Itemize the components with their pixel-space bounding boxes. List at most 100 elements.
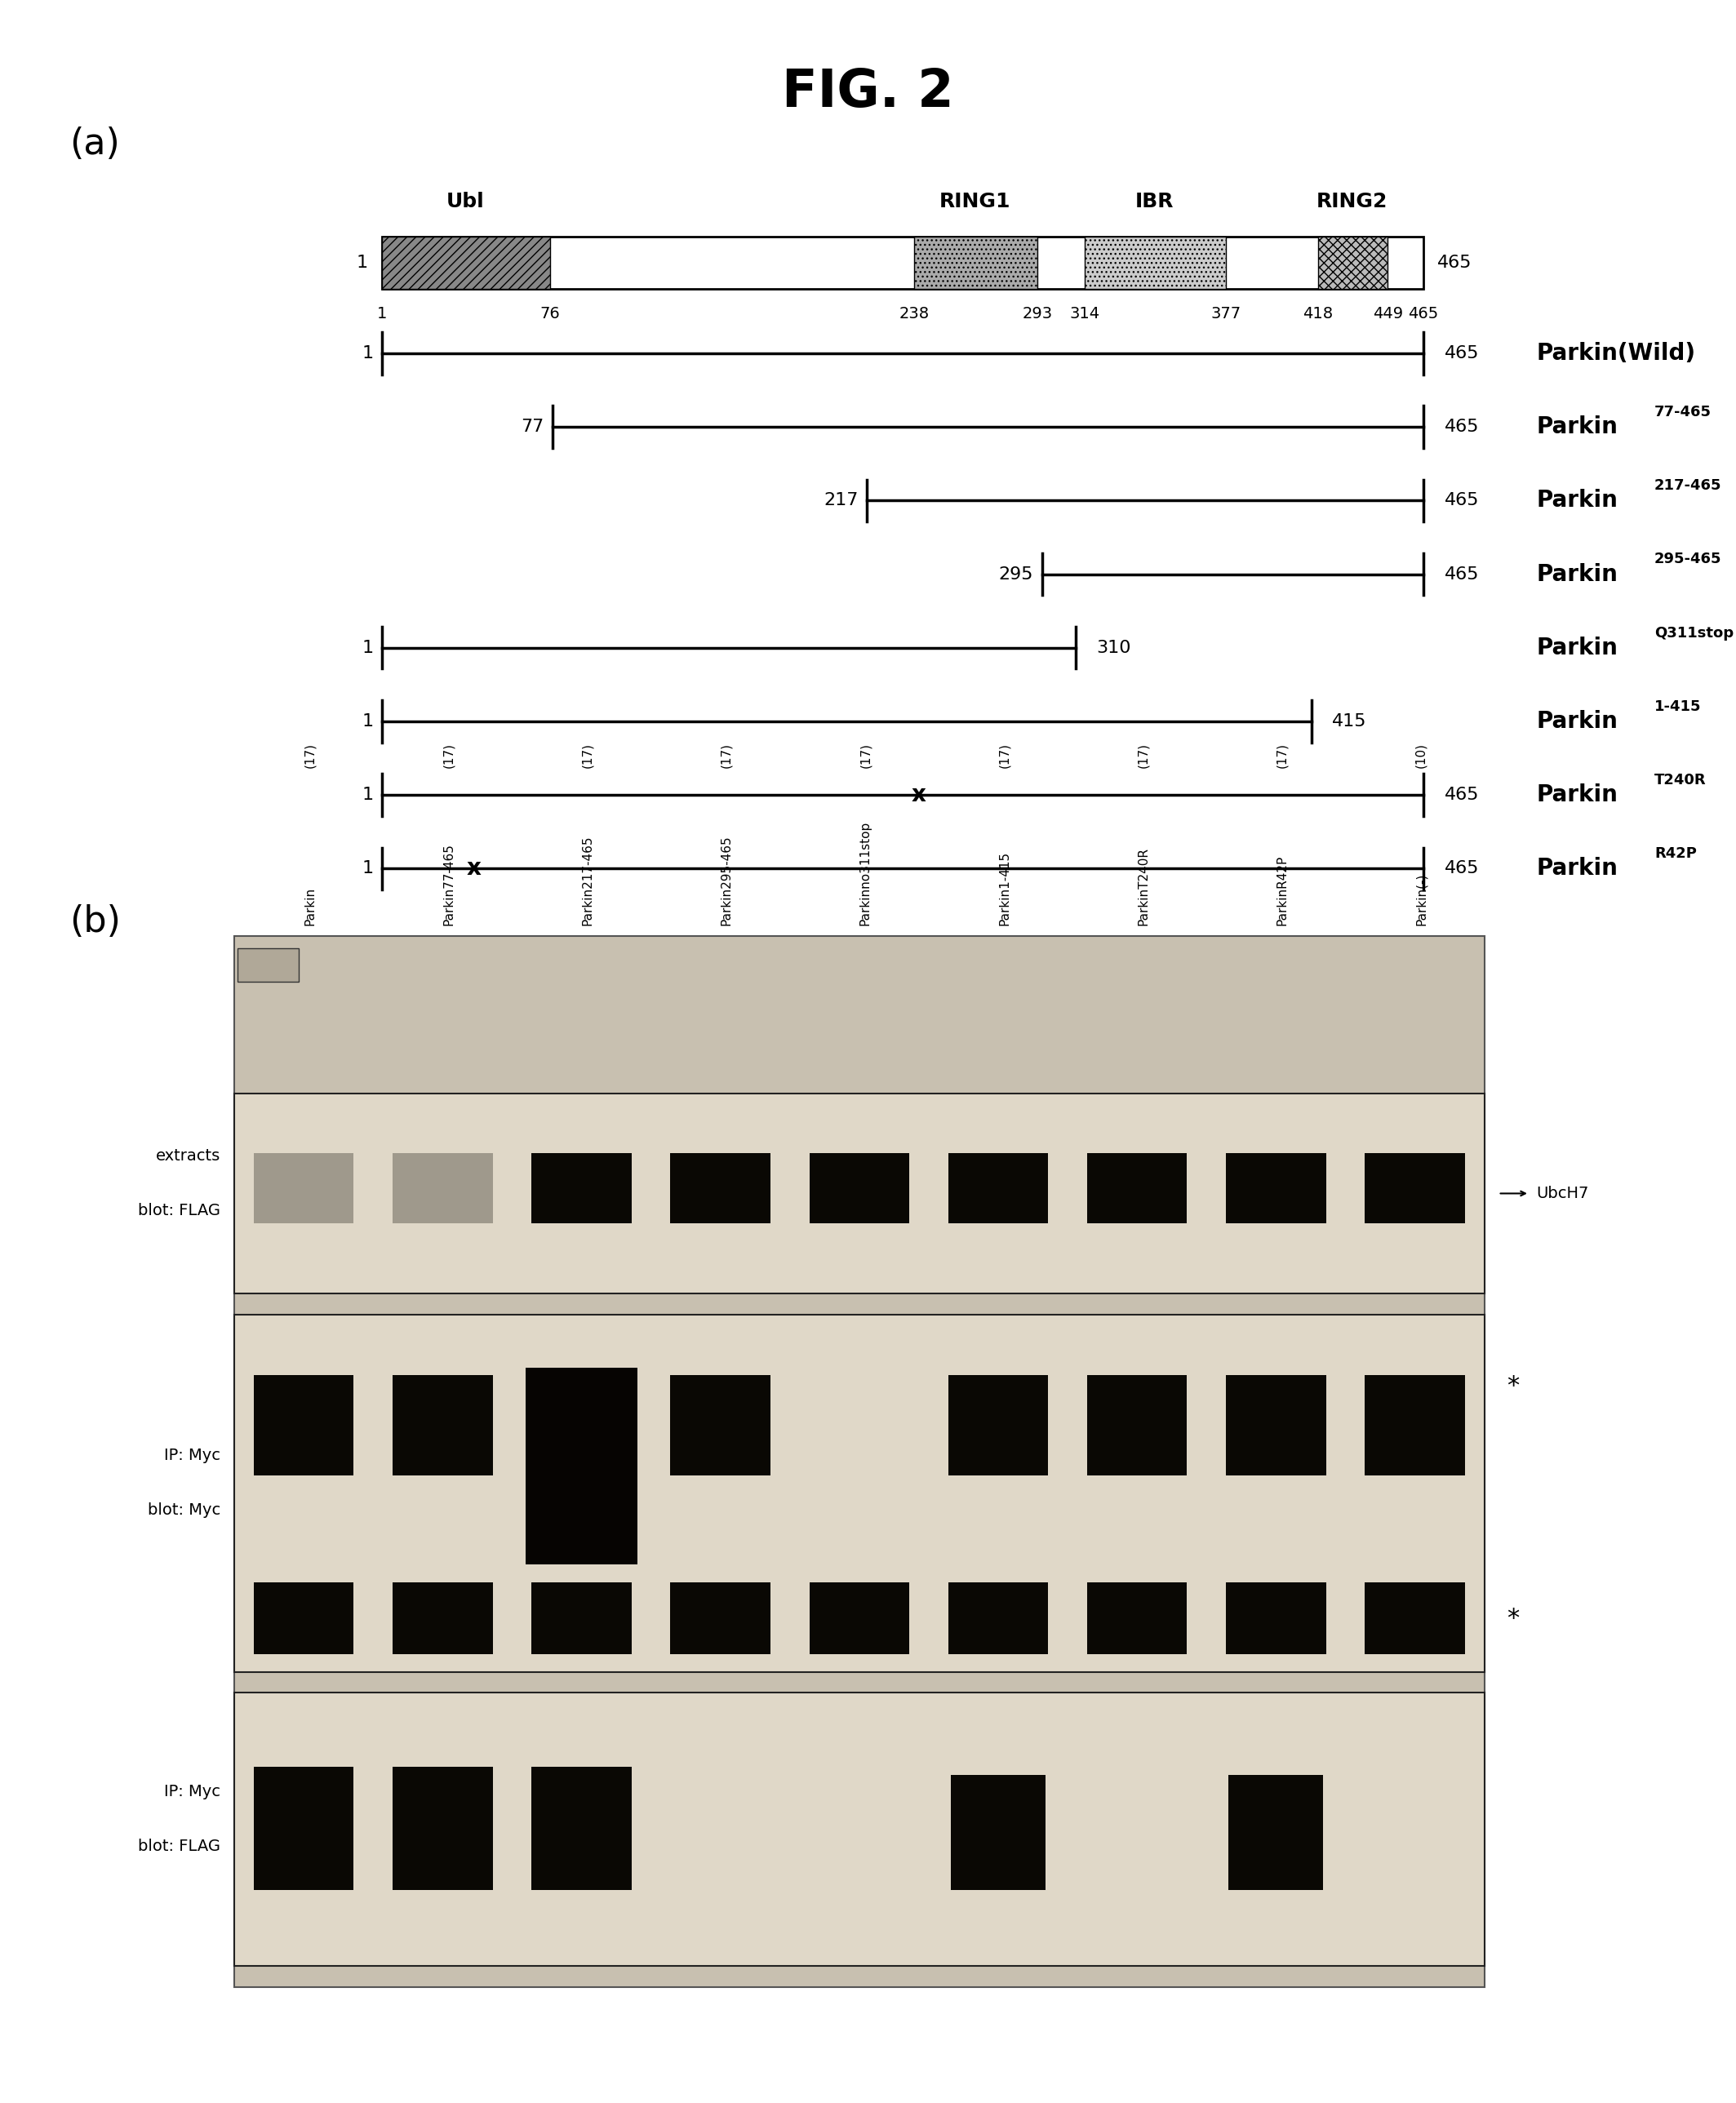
Text: (17): (17) bbox=[859, 742, 871, 768]
Text: 377: 377 bbox=[1210, 307, 1241, 322]
Bar bbox=[253, 1767, 354, 1891]
Text: Parkin(-): Parkin(-) bbox=[1415, 873, 1427, 925]
Bar bbox=[253, 1581, 354, 1653]
Bar bbox=[234, 1693, 1484, 1966]
Bar bbox=[238, 948, 299, 982]
Text: Parkin: Parkin bbox=[304, 887, 316, 925]
Text: Parkin: Parkin bbox=[1536, 711, 1618, 732]
Text: 465: 465 bbox=[1444, 787, 1479, 803]
Bar bbox=[1229, 1775, 1323, 1891]
Text: 217: 217 bbox=[823, 492, 858, 509]
Text: T240R: T240R bbox=[1654, 774, 1706, 787]
Text: Q311stop: Q311stop bbox=[1654, 627, 1734, 639]
Text: Parkin: Parkin bbox=[1536, 564, 1618, 585]
Bar bbox=[1087, 1581, 1187, 1653]
Bar bbox=[948, 1581, 1049, 1653]
Bar bbox=[1085, 238, 1226, 290]
Bar bbox=[670, 1375, 771, 1476]
Text: blot: FLAG: blot: FLAG bbox=[139, 1838, 220, 1855]
Text: (b): (b) bbox=[69, 904, 122, 940]
Text: 465: 465 bbox=[1408, 307, 1439, 322]
Text: 465: 465 bbox=[1444, 566, 1479, 583]
Text: 449: 449 bbox=[1373, 307, 1403, 322]
Bar bbox=[809, 1581, 910, 1653]
Text: (17): (17) bbox=[720, 742, 733, 768]
Text: 465: 465 bbox=[1444, 345, 1479, 362]
Bar bbox=[392, 1375, 493, 1476]
Bar bbox=[253, 1152, 354, 1224]
Text: Parkin: Parkin bbox=[1536, 637, 1618, 658]
Text: 1: 1 bbox=[356, 254, 368, 271]
Text: 77: 77 bbox=[521, 418, 543, 435]
Text: R42P: R42P bbox=[1654, 848, 1696, 860]
Text: Parkin(Wild): Parkin(Wild) bbox=[1536, 343, 1696, 364]
Text: x: x bbox=[467, 858, 481, 879]
Text: 293: 293 bbox=[1023, 307, 1052, 322]
Text: *: * bbox=[1507, 1607, 1519, 1630]
Text: 465: 465 bbox=[1437, 254, 1472, 271]
Text: blot: Myc: blot: Myc bbox=[148, 1502, 220, 1518]
Text: ParkinR42P: ParkinR42P bbox=[1276, 856, 1288, 925]
Text: *: * bbox=[1507, 1373, 1519, 1398]
Text: (17): (17) bbox=[1137, 742, 1149, 768]
Bar bbox=[1364, 1152, 1465, 1224]
Text: 418: 418 bbox=[1302, 307, 1333, 322]
Bar bbox=[531, 1767, 632, 1891]
Bar bbox=[531, 1152, 632, 1224]
Bar bbox=[670, 1152, 771, 1224]
Bar bbox=[913, 238, 1038, 290]
Bar bbox=[392, 1767, 493, 1891]
Bar bbox=[526, 1369, 637, 1565]
Text: IP: Myc: IP: Myc bbox=[165, 1783, 220, 1800]
Text: 465: 465 bbox=[1444, 492, 1479, 509]
Text: Parkin: Parkin bbox=[1536, 784, 1618, 805]
Text: Parkin217-465: Parkin217-465 bbox=[582, 835, 594, 925]
Text: 465: 465 bbox=[1444, 860, 1479, 877]
Bar bbox=[1087, 1375, 1187, 1476]
Text: Parkin: Parkin bbox=[1536, 416, 1618, 437]
Bar bbox=[1226, 1152, 1326, 1224]
Bar bbox=[948, 1152, 1049, 1224]
Text: Parkin: Parkin bbox=[1536, 490, 1618, 511]
Bar bbox=[234, 936, 1484, 1987]
Text: 76: 76 bbox=[540, 307, 561, 322]
Bar bbox=[809, 1152, 910, 1224]
Bar bbox=[234, 1094, 1484, 1293]
Text: Parkin1-415: Parkin1-415 bbox=[998, 852, 1010, 925]
Text: Parkin295-465: Parkin295-465 bbox=[720, 835, 733, 925]
Text: (17): (17) bbox=[998, 742, 1010, 768]
Text: RING1: RING1 bbox=[939, 191, 1010, 212]
Text: 1: 1 bbox=[377, 307, 387, 322]
Bar bbox=[951, 1775, 1045, 1891]
Text: FIG. 2: FIG. 2 bbox=[781, 67, 955, 118]
Text: (10): (10) bbox=[1415, 742, 1427, 768]
Text: RING2: RING2 bbox=[1316, 191, 1387, 212]
Bar bbox=[1364, 1375, 1465, 1476]
Text: 314: 314 bbox=[1069, 307, 1099, 322]
Text: ParkinT240R: ParkinT240R bbox=[1137, 848, 1149, 925]
Bar bbox=[948, 1375, 1049, 1476]
Text: (17): (17) bbox=[304, 742, 316, 768]
Text: 415: 415 bbox=[1332, 713, 1366, 730]
Bar bbox=[1087, 1152, 1187, 1224]
Text: Parkin: Parkin bbox=[1536, 858, 1618, 879]
Text: 238: 238 bbox=[899, 307, 929, 322]
Text: (17): (17) bbox=[1276, 742, 1288, 768]
Text: 1: 1 bbox=[361, 860, 373, 877]
Text: 77-465: 77-465 bbox=[1654, 406, 1712, 418]
Bar bbox=[392, 1581, 493, 1653]
Text: 310: 310 bbox=[1097, 639, 1132, 656]
Text: 295-465: 295-465 bbox=[1654, 553, 1722, 566]
Bar bbox=[531, 1581, 632, 1653]
Bar bbox=[1226, 1581, 1326, 1653]
Text: (17): (17) bbox=[582, 742, 594, 768]
Text: IBR: IBR bbox=[1135, 191, 1174, 212]
Text: 1: 1 bbox=[361, 345, 373, 362]
Text: 1: 1 bbox=[361, 713, 373, 730]
Text: 1: 1 bbox=[361, 639, 373, 656]
Text: extracts: extracts bbox=[156, 1148, 220, 1163]
Text: UbcH7: UbcH7 bbox=[1536, 1186, 1588, 1201]
Text: Ubl: Ubl bbox=[446, 191, 484, 212]
Text: 295: 295 bbox=[998, 566, 1033, 583]
Text: x: x bbox=[911, 784, 925, 805]
